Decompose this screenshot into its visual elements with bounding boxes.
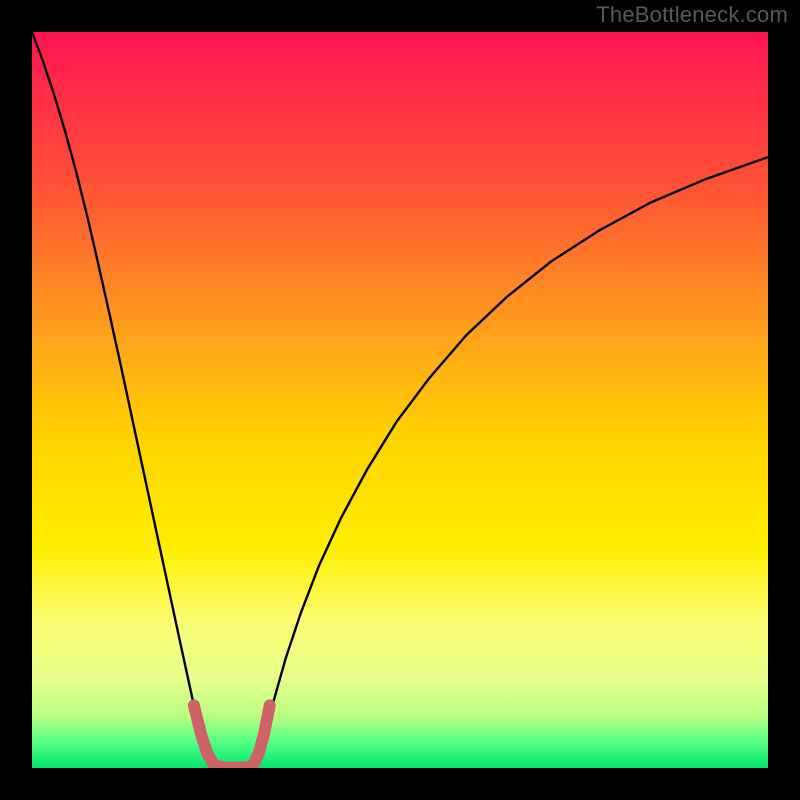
bottleneck-chart xyxy=(32,32,768,768)
watermark-text: TheBottleneck.com xyxy=(596,2,788,28)
chart-frame: TheBottleneck.com xyxy=(0,0,800,800)
gradient-background xyxy=(32,32,768,768)
